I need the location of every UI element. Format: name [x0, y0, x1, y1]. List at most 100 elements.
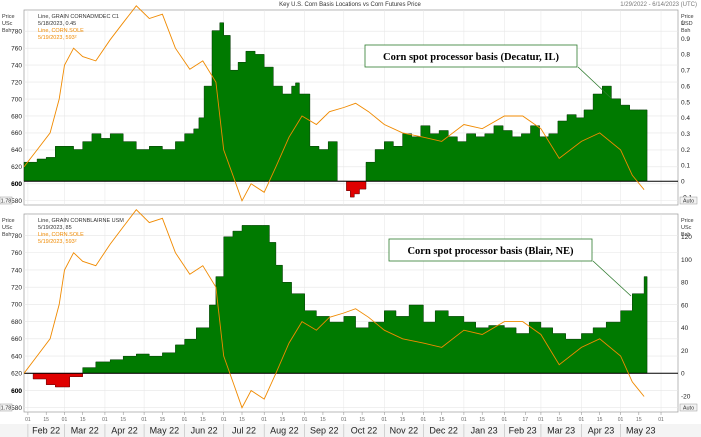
month-label: Dec 22 [429, 426, 458, 436]
day-tick-label: 15 [239, 417, 245, 423]
day-tick-label: 15 [479, 417, 485, 423]
right-tick-label: 0 [681, 371, 685, 378]
month-label: Feb 23 [509, 426, 537, 436]
right-tick-label: 0 [681, 179, 685, 186]
left-tick-label: 620 [11, 371, 22, 378]
basis-area-positive [23, 22, 648, 182]
day-tick-label: 15 [200, 417, 206, 423]
day-tick-label: 15 [556, 417, 562, 423]
left-tick-label: 700 [11, 302, 22, 309]
x-axis: 01 15 01 15 01 15 01 15 01 15 01 15 01 15 01 15 01 15 01 15… [0, 412, 701, 437]
scale-button [0, 403, 13, 412]
day-tick-label: 15 [120, 417, 126, 423]
left-tick-label: 680 [11, 319, 22, 326]
right-tick-label: 1 [681, 20, 685, 27]
left-tick-label: 640 [11, 147, 22, 154]
scale-button-label: 1.78 [1, 406, 12, 412]
day-tick-label: 01 [421, 417, 427, 423]
auto-scale-label: Auto [683, 406, 694, 412]
left-tick-label: 780 [11, 28, 22, 35]
right-tick-label: 60 [681, 302, 689, 309]
right-tick-label: 0.7 [681, 68, 690, 75]
left-tick-label: 760 [11, 250, 22, 257]
left-current-value: 600 [11, 181, 22, 188]
legend-entry: 5/19/2023, 593² [38, 239, 77, 245]
day-tick-label: 01 [502, 417, 508, 423]
month-label: Nov 22 [390, 426, 419, 436]
legend-entry: Line, CORN.SOLE [38, 28, 84, 34]
date-range-label: 1/29/2022 - 6/14/2023 (UTC) [620, 2, 697, 8]
chart-panel-1: 780 760 740 720 700 680 660 640 620 600 580 1 0.9 0.8… [0, 5, 698, 206]
month-label: Apr 22 [111, 426, 138, 436]
day-tick-label: 17 [522, 417, 528, 423]
left-tick-label: 700 [11, 96, 22, 103]
month-strip [0, 424, 701, 437]
right-tick-label: -20 [681, 393, 691, 400]
left-axis-title: USc [2, 21, 13, 27]
day-tick-label: 01 [221, 417, 227, 423]
right-axis-title: Price [681, 218, 694, 224]
month-label: Jul 22 [232, 426, 256, 436]
annotation-label: Corn spot processor basis (Decatur, IL) [383, 52, 559, 63]
scale-button-label: 1.78 [1, 199, 12, 205]
basis-area-positive [23, 225, 648, 374]
right-tick-label: 0.4 [681, 115, 690, 122]
month-label: Jun 22 [191, 426, 218, 436]
right-tick-label: 100 [681, 257, 692, 264]
day-tick-label: 01 [25, 417, 31, 423]
right-tick-label: 0.1 [681, 163, 690, 170]
left-axis-title: Price [2, 14, 15, 20]
day-tick-label: 15 [439, 417, 445, 423]
left-tick-label: 640 [11, 353, 22, 360]
auto-scale-button [679, 403, 698, 412]
left-tick-label: 600 [11, 388, 22, 395]
right-axis-title: Price [681, 14, 694, 20]
annotation-pointer [577, 66, 612, 99]
month-label: Aug 22 [270, 426, 299, 436]
auto-scale-button [679, 196, 698, 205]
month-label: Jan 23 [471, 426, 498, 436]
right-tick-label: 0.6 [681, 83, 690, 90]
day-tick-label: 15 [400, 417, 406, 423]
day-tick-label: 01 [261, 417, 267, 423]
day-tick-label: 15 [636, 417, 642, 423]
right-tick-label: 0.5 [681, 99, 690, 106]
right-tick-label: 0.3 [681, 131, 690, 138]
left-tick-label: 720 [11, 284, 22, 291]
left-tick-label: 660 [11, 336, 22, 343]
futures-price-line [23, 209, 645, 409]
month-label: Mar 23 [547, 426, 575, 436]
left-tick-label: 660 [11, 130, 22, 137]
month-label: May 22 [150, 426, 180, 436]
day-tick-label: 01 [461, 417, 467, 423]
legend-entry: Line, GRAIN CORNBLAIRNE USM [38, 218, 124, 224]
left-tick-label: 580 [11, 405, 22, 412]
day-tick-label: 15 [80, 417, 86, 423]
right-axis-title: USD [681, 21, 693, 27]
day-tick-label: 01 [102, 417, 108, 423]
annotation-box [364, 44, 578, 68]
legend-entry: Line, CORN.SOLE [38, 232, 84, 238]
month-label: Oct 22 [351, 426, 378, 436]
day-tick-label: 01 [341, 417, 347, 423]
auto-scale-label: Auto [683, 199, 694, 205]
day-tick-label: 01 [618, 417, 624, 423]
left-tick-label: 780 [11, 233, 22, 240]
day-tick-label: 01 [658, 417, 664, 423]
annotation-box [388, 238, 593, 262]
left-current-value: 600 [11, 388, 22, 395]
annotation-label: Corn spot processor basis (Blair, NE) [407, 246, 574, 257]
right-axis-title: Bsh [681, 232, 690, 238]
day-tick-label: 15 [320, 417, 326, 423]
day-tick-label: 15 [359, 417, 365, 423]
legend-entry: 5/19/2023, 593² [38, 35, 77, 41]
left-tick-label: 600 [11, 181, 22, 188]
month-label: Apr 23 [588, 426, 615, 436]
right-tick-label: 0.9 [681, 36, 690, 43]
month-label: Sep 22 [310, 426, 339, 436]
month-label: May 23 [626, 426, 656, 436]
month-label: Feb 22 [32, 426, 60, 436]
annotation-pointer [592, 260, 632, 297]
day-tick-label: 01 [302, 417, 308, 423]
